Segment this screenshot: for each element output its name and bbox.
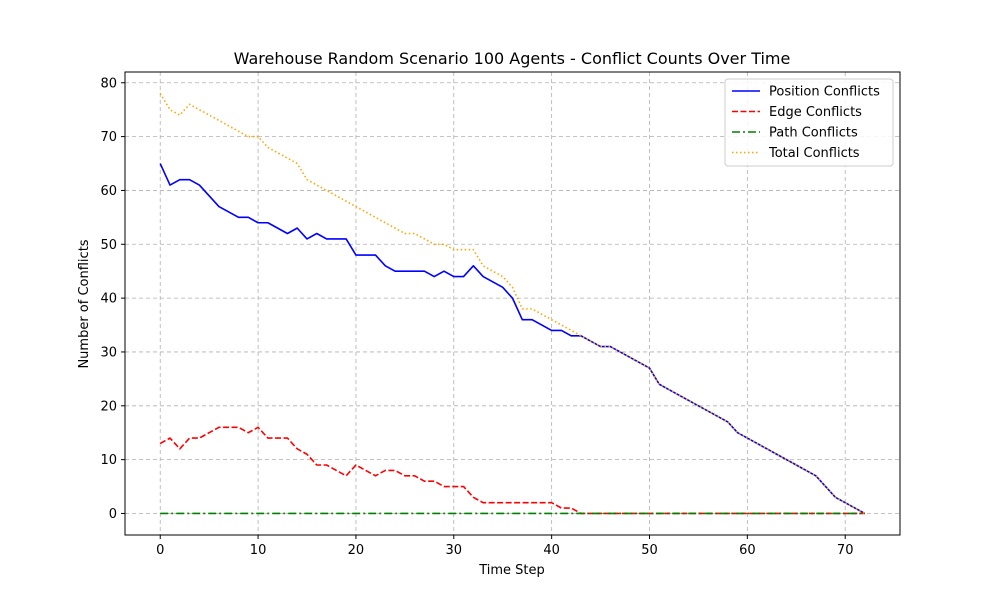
x-tick-label: 30 <box>446 543 463 558</box>
x-tick-label: 50 <box>641 543 658 558</box>
legend-label: Total Conflicts <box>768 146 860 161</box>
series-line-edge-conflicts <box>159 426 865 515</box>
series-line-total-conflicts <box>159 93 866 515</box>
x-tick-label: 10 <box>250 543 267 558</box>
x-tick-label: 0 <box>156 543 164 558</box>
y-tick-label: 30 <box>100 345 117 360</box>
x-tick-label: 70 <box>837 543 854 558</box>
legend: Position Conflicts Edge Conflicts Path Con… <box>724 78 894 167</box>
x-tick-label: 40 <box>543 543 560 558</box>
y-axis-label: Number of Conflicts <box>77 239 92 368</box>
y-tick-label: 40 <box>100 292 117 307</box>
x-tick-label: 60 <box>739 543 756 558</box>
legend-label: Edge Conflicts <box>769 105 862 120</box>
y-tick-label: 10 <box>100 453 117 468</box>
y-tick-label: 20 <box>100 399 117 414</box>
chart-title: Warehouse Random Scenario 100 Agents - C… <box>234 49 791 68</box>
axis-ticks: 0 10 20 30 40 50 60 70 0 10 20 30 40 50 60 70 80 <box>100 76 853 558</box>
series-lines <box>159 93 866 515</box>
legend-label: Path Conflicts <box>769 126 858 141</box>
x-axis-label: Time Step <box>478 563 545 578</box>
y-tick-label: 60 <box>100 184 117 199</box>
x-tick-label: 20 <box>348 543 365 558</box>
y-tick-label: 70 <box>100 130 117 145</box>
legend-label: Position Conflicts <box>769 85 880 100</box>
plot-frame <box>124 71 901 536</box>
y-tick-label: 0 <box>109 507 117 522</box>
y-tick-label: 80 <box>100 76 117 91</box>
legend-box <box>724 78 894 167</box>
y-tick-label: 50 <box>100 238 117 253</box>
